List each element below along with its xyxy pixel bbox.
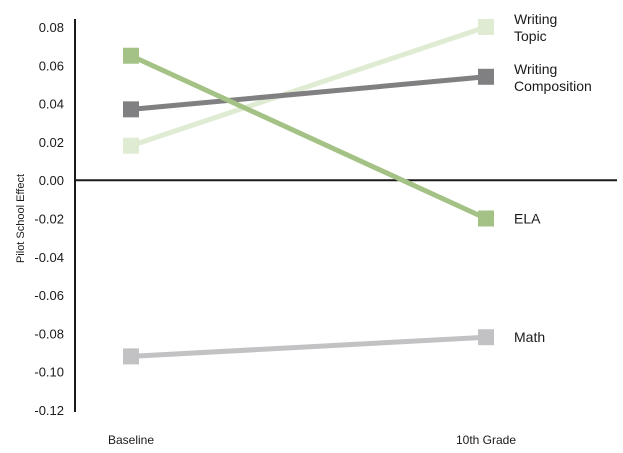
series-label: ELA <box>514 211 541 227</box>
y-tick-label: 0.00 <box>39 173 64 188</box>
series-group: Writing Topic Writing Composition ELA Math <box>123 11 592 365</box>
series-line <box>130 74 487 112</box>
data-point-marker <box>478 68 494 85</box>
series-label: Writing Composition <box>514 61 592 94</box>
y-axis-title: Pilot School Effect <box>15 174 27 263</box>
data-point-marker <box>123 47 139 64</box>
data-point-marker <box>478 210 494 227</box>
y-tick-label: -0.08 <box>34 326 64 341</box>
data-point-marker <box>123 348 139 365</box>
x-axis-categories: Baseline 10th Grade <box>108 433 516 447</box>
y-tick-label: -0.02 <box>34 212 64 227</box>
y-tick-label: -0.10 <box>34 365 64 380</box>
series: Writing Topic <box>123 11 557 154</box>
x-category-label: 10th Grade <box>456 433 516 447</box>
y-axis-ticks: 0.08 0.06 0.04 0.02 0.00 -0.02 -0.04 -0.06 -0.08… <box>34 20 64 418</box>
y-tick-label: -0.04 <box>34 250 64 265</box>
series-line <box>129 53 488 221</box>
series-label: Writing Topic <box>514 11 557 44</box>
series: ELA <box>123 47 541 227</box>
series: Writing Composition <box>123 61 592 118</box>
data-point-marker <box>478 19 494 35</box>
series-line <box>130 24 487 149</box>
x-category-label: Baseline <box>108 433 154 447</box>
data-point-marker <box>123 137 139 154</box>
series-label: Math <box>514 329 545 345</box>
y-tick-label: 0.06 <box>39 58 64 73</box>
y-tick-label: -0.06 <box>34 288 64 303</box>
series-line <box>130 334 487 359</box>
data-point-marker <box>478 329 494 346</box>
y-tick-label: -0.12 <box>34 403 64 418</box>
y-tick-label: 0.02 <box>39 135 64 150</box>
y-tick-label: 0.04 <box>39 97 64 112</box>
y-tick-label: 0.08 <box>39 20 64 35</box>
data-point-marker <box>123 101 139 118</box>
series: Math <box>123 329 545 365</box>
